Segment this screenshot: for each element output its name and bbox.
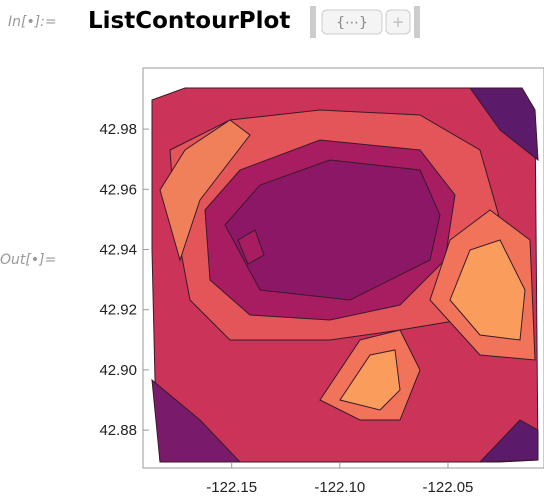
contour-region xyxy=(478,419,539,463)
frame xyxy=(142,67,544,469)
contour-plot xyxy=(151,87,539,463)
x-tick-label: -122.15 xyxy=(206,479,257,496)
contour-region xyxy=(237,229,265,265)
output-label: Out[•]= xyxy=(0,252,56,268)
y-tick-label: 42.88 xyxy=(99,422,137,439)
contour-region xyxy=(339,349,401,411)
contour-region xyxy=(151,378,242,463)
x-tick-label: -122.10 xyxy=(314,479,365,496)
input-label: In[•]:= xyxy=(8,14,57,30)
x-tick-label: -122.05 xyxy=(423,479,474,496)
contour-region xyxy=(449,239,526,341)
y-tick-label: 42.98 xyxy=(99,121,137,138)
add-button[interactable] xyxy=(385,9,411,35)
add-icon: + xyxy=(392,13,405,31)
placeholder-box[interactable] xyxy=(321,9,383,35)
y-tick-label: 42.90 xyxy=(99,362,137,379)
bracket-left xyxy=(310,6,316,38)
code: ListContourPlot xyxy=(88,8,290,34)
contour-region xyxy=(159,119,251,262)
contour-region xyxy=(224,159,441,301)
y-tick-label: 42.92 xyxy=(99,302,137,319)
bracket-right xyxy=(414,6,420,38)
y-tick-label: 42.96 xyxy=(99,181,137,198)
y-tick-label: 42.94 xyxy=(99,241,137,258)
placeholder: {⋯} xyxy=(336,15,368,31)
contour-region xyxy=(469,87,539,162)
